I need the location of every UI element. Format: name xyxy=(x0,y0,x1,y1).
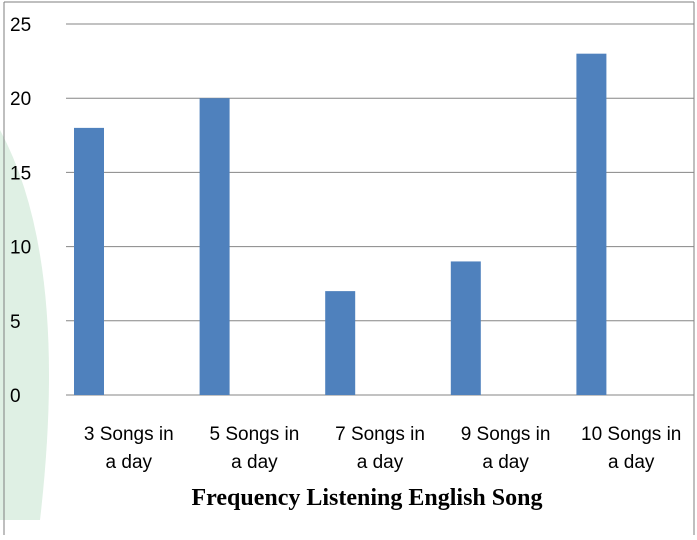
x-tick-label: a day xyxy=(482,452,529,473)
y-tick-label: 20 xyxy=(10,89,31,110)
y-tick-label: 15 xyxy=(10,163,31,184)
y-tick-label: 5 xyxy=(10,312,21,333)
bars xyxy=(74,53,607,396)
x-tick-label: a day xyxy=(231,452,278,473)
x-tick-label: a day xyxy=(106,452,153,473)
x-axis-title: Frequency Listening English Song xyxy=(192,485,543,511)
y-axis-tick-labels: 0 5 10 15 20 25 xyxy=(10,15,31,407)
bar xyxy=(199,98,230,395)
x-axis-category-labels: 3 Songs in a day 5 Songs in a day 7 Songs in… xyxy=(84,424,681,473)
bar xyxy=(450,261,481,395)
x-tick-label: 3 Songs in xyxy=(84,424,174,445)
y-tick-label: 0 xyxy=(10,386,21,407)
bar xyxy=(325,291,356,395)
x-tick-label: a day xyxy=(608,452,655,473)
y-tick-label: 10 xyxy=(10,238,31,259)
bar xyxy=(576,53,607,396)
y-tick-label: 25 xyxy=(10,15,31,36)
x-tick-label: 10 Songs in xyxy=(581,424,681,445)
x-tick-label: 9 Songs in xyxy=(461,424,551,445)
x-tick-label: 7 Songs in xyxy=(335,424,425,445)
bar xyxy=(74,127,104,395)
x-tick-label: 5 Songs in xyxy=(210,424,300,445)
gridlines xyxy=(66,23,694,396)
x-tick-label: a day xyxy=(357,452,404,473)
watermark-shape xyxy=(0,130,49,520)
